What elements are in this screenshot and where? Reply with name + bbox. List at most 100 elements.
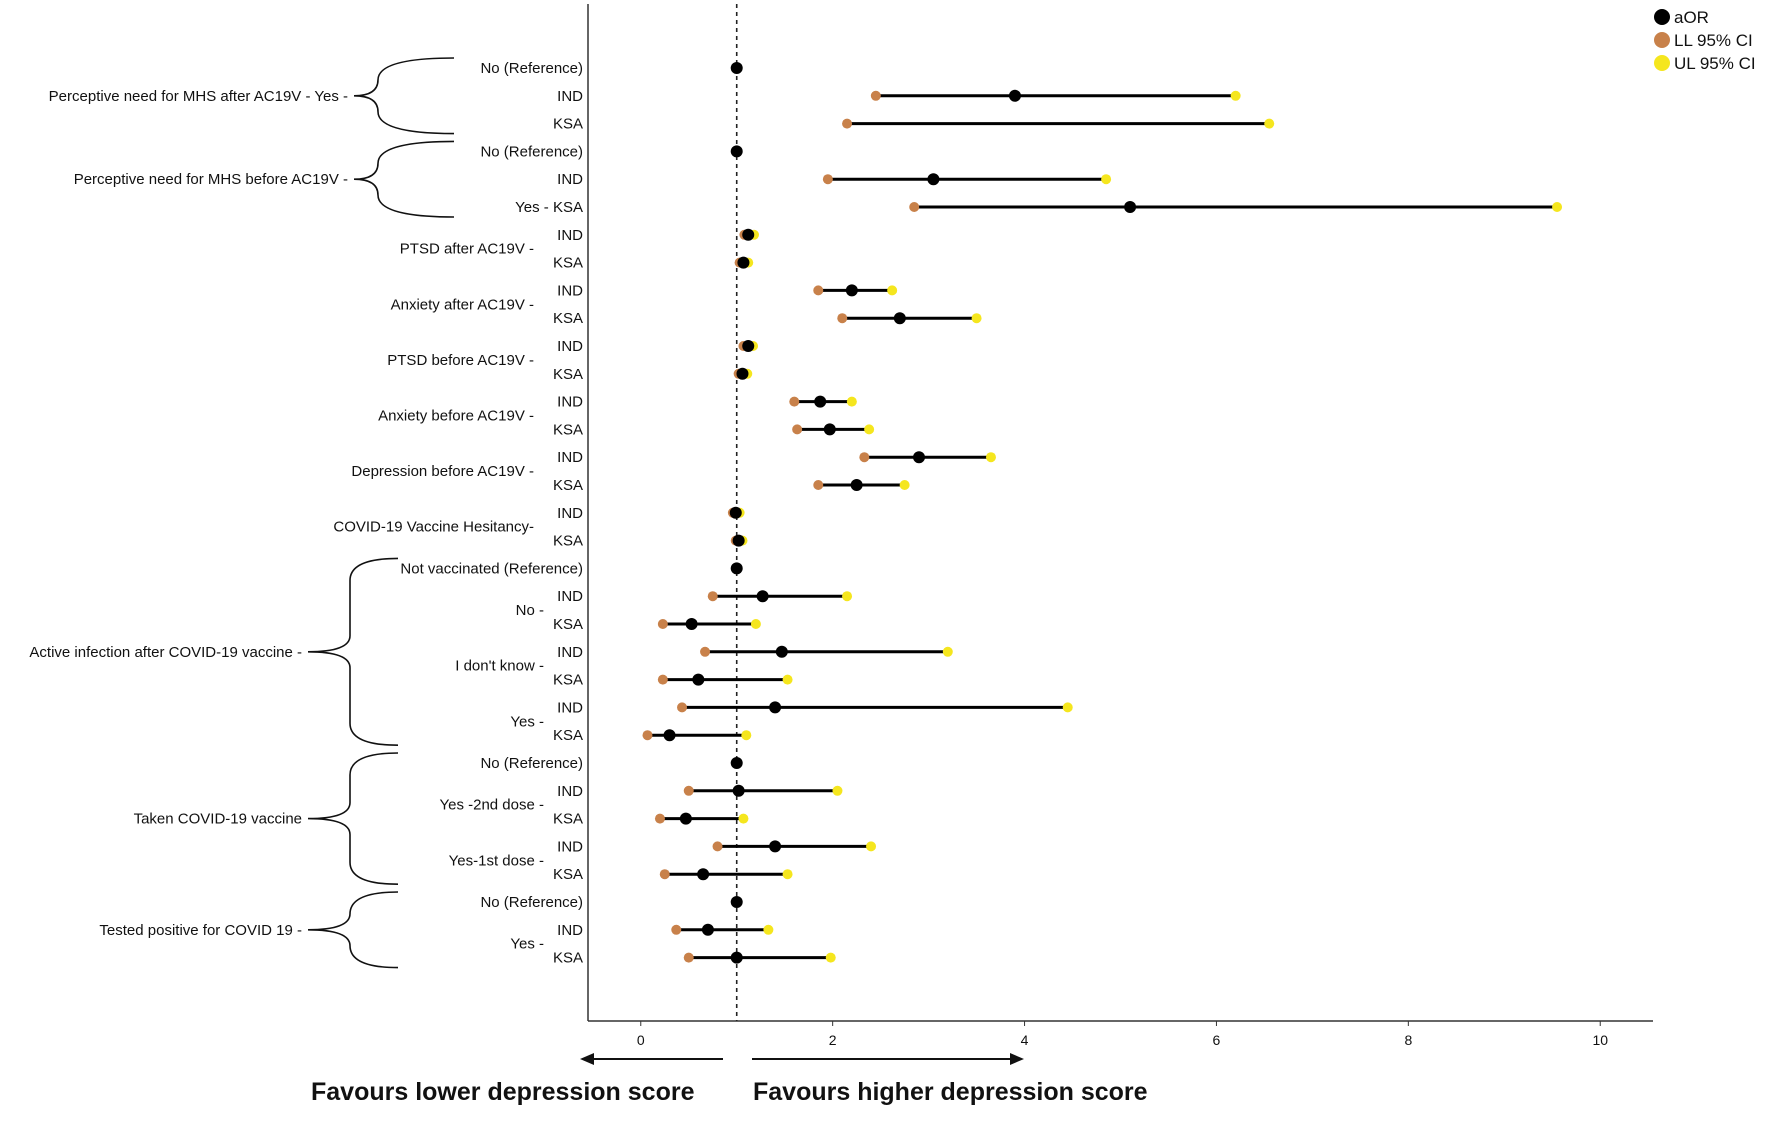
aor-point [685,618,698,630]
lower-ci-point [813,285,824,296]
aor-point [730,62,743,74]
aor-point [1008,89,1021,102]
group-label: Active infection after COVID-19 vaccine … [29,644,302,661]
aor-point [775,645,788,658]
aor-point [736,367,749,380]
aor-point [730,896,743,908]
row-label: IND [557,838,583,855]
plot-frame [587,4,1653,1022]
lower-ci-point [712,841,723,852]
row-label: IND [557,338,583,355]
aor-point [769,840,782,853]
lower-ci-point [677,702,688,713]
upper-ci-point [842,591,853,602]
aor-point [845,284,858,297]
aor-point [742,340,755,352]
lower-ci-point [659,869,670,880]
row-label: KSA [553,616,583,633]
legend-marker [1654,32,1670,48]
lower-ci-point [813,480,824,490]
legend-marker [1654,55,1670,71]
row-label: KSA [553,811,583,828]
aor-point [697,868,710,881]
row-label: IND [557,88,583,105]
row-label: KSA [553,727,583,744]
row-label: KSA [553,477,583,494]
favours-higher-label: Favours higher depression score [753,1078,1148,1106]
legend-label: LL 95% CI [1674,31,1753,50]
lower-ci-point [842,118,853,129]
row-label: IND [557,922,583,939]
aor-point [730,562,743,575]
upper-ci-point [846,396,857,407]
aor-point [1124,201,1137,213]
upper-ci-point [887,285,898,296]
aor-point [850,479,863,491]
row-label: IND [557,394,583,411]
aor-point [663,729,676,742]
aor-point [823,423,836,436]
aor-point [737,256,750,269]
group-label: COVID-19 Vaccine Hesitancy- [333,519,534,536]
group-brace [353,140,455,218]
lower-ci-point [909,202,920,212]
lower-ci-point [837,313,848,324]
aor-point [742,228,755,241]
legend-label: aOR [1674,8,1709,27]
aor-point [769,701,782,714]
row-label: KSA [553,310,583,327]
upper-ci-point [899,480,910,490]
lower-ci-point [792,424,803,435]
group-label: Depression before AC19V - [351,463,534,480]
upper-ci-point [1552,202,1563,212]
subgroup-label: Yes -2nd dose - [439,797,544,814]
aor-point [729,506,742,519]
row-label: KSA [553,255,583,272]
row-label: No (Reference) [480,894,583,911]
row-label: IND [557,783,583,800]
group-brace [307,891,399,969]
right-arrow-head [1010,1053,1024,1065]
lower-ci-point [671,924,682,935]
row-label: Not vaccinated (Reference) [400,560,583,577]
group-label: Taken COVID-19 vaccine [134,811,302,828]
aor-point [893,312,906,325]
row-label: IND [557,449,583,466]
lower-ci-point [654,813,665,824]
upper-ci-point [864,424,875,435]
row-label: No (Reference) [480,60,583,77]
group-label: PTSD before AC19V - [387,352,534,369]
group-brace [353,57,455,135]
lower-ci-point [683,952,694,963]
aor-point [927,173,940,186]
lower-ci-point [859,452,870,463]
lower-ci-point [822,174,833,185]
row-label: IND [557,699,583,716]
upper-ci-point [942,646,953,657]
row-label: IND [557,171,583,188]
subgroup-label: Yes-1st dose - [449,852,544,869]
row-label: KSA [553,421,583,438]
x-tick-label: 10 [1592,1032,1608,1048]
lower-ci-point [700,646,711,657]
upper-ci-point [1062,702,1073,713]
group-brace [307,752,399,885]
upper-ci-point [866,841,877,852]
group-label: Tested positive for COVID 19 - [99,922,302,939]
upper-ci-point [750,619,761,629]
group-label: PTSD after AC19V - [400,241,534,258]
aor-point [756,590,769,603]
aor-point [730,951,743,964]
left-arrow-head [580,1053,594,1065]
x-tick-label: 4 [1021,1032,1029,1048]
upper-ci-point [738,813,749,824]
row-label: IND [557,227,583,244]
aor-point [732,534,745,547]
upper-ci-point [1264,118,1275,129]
lower-ci-point [683,785,694,796]
group-label: Perceptive need for MHS before AC19V - [74,171,348,188]
row-label: No (Reference) [480,143,583,160]
aor-point [701,923,714,936]
row-label: IND [557,644,583,661]
